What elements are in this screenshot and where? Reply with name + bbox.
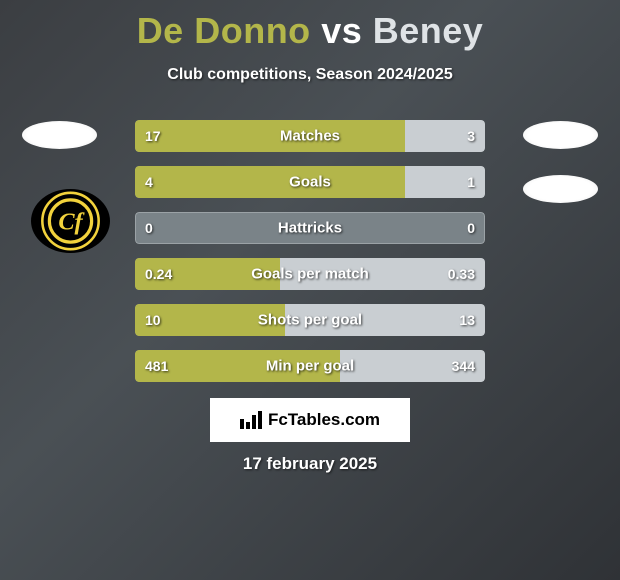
stat-row: Shots per goal1013	[135, 304, 485, 336]
stat-value-player1: 0.24	[145, 266, 172, 282]
stat-value-player2: 1	[467, 174, 475, 190]
player1-club-logo-1	[22, 121, 97, 149]
stat-row: Goals41	[135, 166, 485, 198]
title-player2: Beney	[373, 10, 484, 51]
stat-value-player2: 0.33	[448, 266, 475, 282]
bar-fill-player1	[135, 166, 405, 198]
subtitle: Club competitions, Season 2024/2025	[0, 66, 620, 84]
stat-row: Hattricks00	[135, 212, 485, 244]
stat-value-player1: 17	[145, 128, 161, 144]
title-vs: vs	[321, 10, 362, 51]
stat-row: Matches173	[135, 120, 485, 152]
chart-icon	[240, 411, 262, 429]
date-text: 17 february 2025	[0, 454, 620, 474]
stat-value-player2: 13	[459, 312, 475, 328]
stat-value-player1: 0	[145, 220, 153, 236]
comparison-bars: Matches173Goals41Hattricks00Goals per ma…	[135, 120, 485, 396]
page-title: De Donno vs Beney	[0, 0, 620, 52]
stat-value-player2: 344	[452, 358, 475, 374]
brand-text: FcTables.com	[268, 410, 380, 430]
stat-value-player2: 3	[467, 128, 475, 144]
stat-value-player2: 0	[467, 220, 475, 236]
crest-icon: Cf	[31, 189, 110, 253]
title-player1: De Donno	[137, 10, 311, 51]
svg-text:Cf: Cf	[58, 208, 85, 235]
bar-fill-player1	[135, 120, 405, 152]
player1-club-logo-2: Cf	[31, 189, 110, 253]
stat-row: Goals per match0.240.33	[135, 258, 485, 290]
stat-value-player1: 4	[145, 174, 153, 190]
stat-row: Min per goal481344	[135, 350, 485, 382]
brand-logo: FcTables.com	[210, 398, 410, 442]
bar-fill-player2	[285, 304, 485, 336]
player2-club-logo-2	[523, 175, 598, 203]
stat-value-player1: 481	[145, 358, 168, 374]
stat-value-player1: 10	[145, 312, 161, 328]
player2-club-logo-1	[523, 121, 598, 149]
bar-background	[135, 212, 485, 244]
